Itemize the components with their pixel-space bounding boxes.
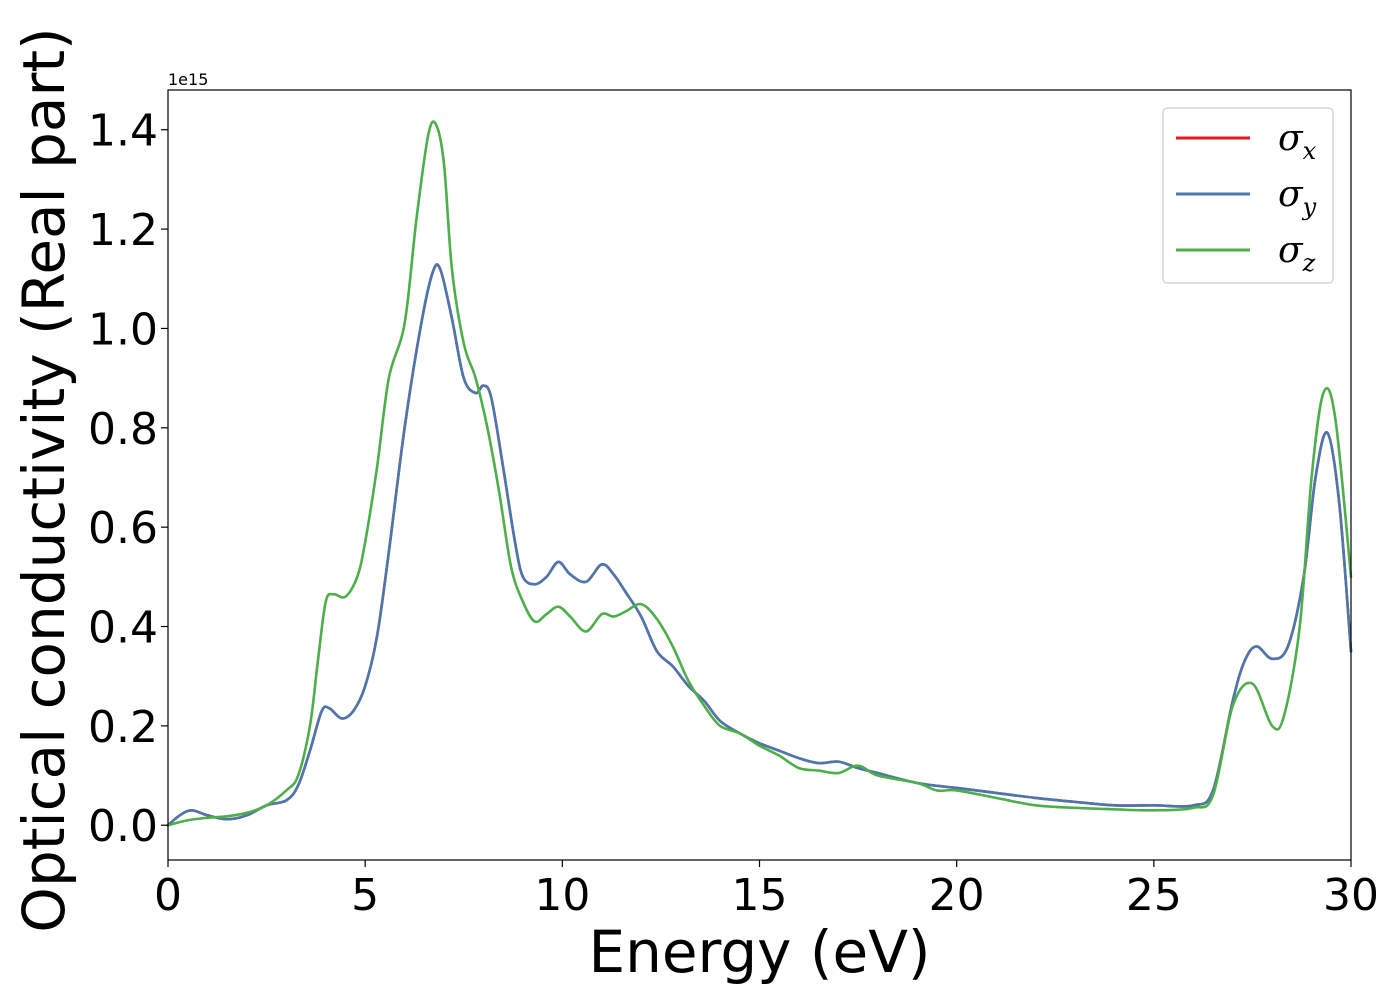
x-tick-label: 30 (1323, 870, 1379, 921)
y-axis-offset-text: 1e15 (168, 70, 208, 89)
y-tick-label: 0.0 (88, 801, 158, 852)
plot-area-frame (167, 89, 1352, 861)
legend-label-sigma-z: σz (1278, 230, 1316, 277)
x-tick-label: 20 (929, 870, 985, 921)
y-tick-label: 0.6 (88, 503, 158, 554)
legend-label-sigma-x: σx (1278, 118, 1317, 165)
x-tick-label: 5 (351, 870, 379, 921)
ticks-layer: 0 5 10 15 20 25 30 0.0 0.2 0.4 0.6 0.8 1.0 1.2 1.4 (88, 106, 1379, 921)
x-tick-label: 0 (154, 870, 182, 921)
x-tick-label: 10 (534, 870, 590, 921)
legend-label-sigma-y: σy (1278, 174, 1317, 221)
x-tick-label: 25 (1126, 870, 1182, 921)
y-tick-label: 1.2 (88, 205, 158, 256)
y-tick-label: 1.4 (88, 106, 158, 157)
series-line-sigma-y (166, 263, 1353, 827)
y-tick-label: 0.4 (88, 603, 158, 654)
x-axis-title: Energy (eV) (588, 918, 930, 986)
y-tick-label: 0.8 (88, 404, 158, 455)
y-tick-label: 1.0 (88, 304, 158, 355)
y-axis-title: Optical conductivity (Real part) (10, 27, 78, 932)
series-line-sigma-z (166, 120, 1353, 827)
series-layer (166, 120, 1353, 827)
x-tick-label: 15 (732, 870, 788, 921)
y-tick-label: 0.2 (88, 702, 158, 753)
legend: σx σy σz (1162, 107, 1334, 284)
